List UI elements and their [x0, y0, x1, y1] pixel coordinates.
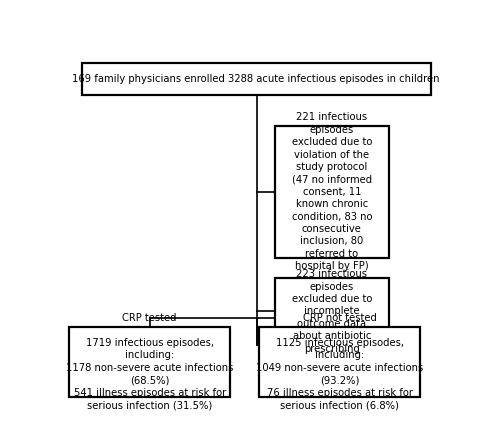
FancyBboxPatch shape: [274, 278, 389, 345]
Text: CRP tested

1719 infectious episodes,
including:
1178 non-severe acute infection: CRP tested 1719 infectious episodes, inc…: [66, 313, 234, 410]
FancyBboxPatch shape: [82, 63, 430, 95]
Text: 169 family physicians enrolled 3288 acute infectious episodes in children: 169 family physicians enrolled 3288 acut…: [72, 74, 440, 84]
FancyBboxPatch shape: [274, 126, 389, 258]
FancyBboxPatch shape: [259, 327, 420, 396]
Text: CRP not tested

1125 infectious episodes,
including:
1049 non-severe acute infec: CRP not tested 1125 infectious episodes,…: [256, 313, 423, 410]
Text: 221 infectious
episodes
excluded due to
violation of the
study protocol
(47 no i: 221 infectious episodes excluded due to …: [292, 112, 372, 271]
Text: 223 infectious
episodes
excluded due to
incomplete
outcome data
about antibiotic: 223 infectious episodes excluded due to …: [292, 269, 372, 353]
FancyBboxPatch shape: [70, 327, 230, 396]
